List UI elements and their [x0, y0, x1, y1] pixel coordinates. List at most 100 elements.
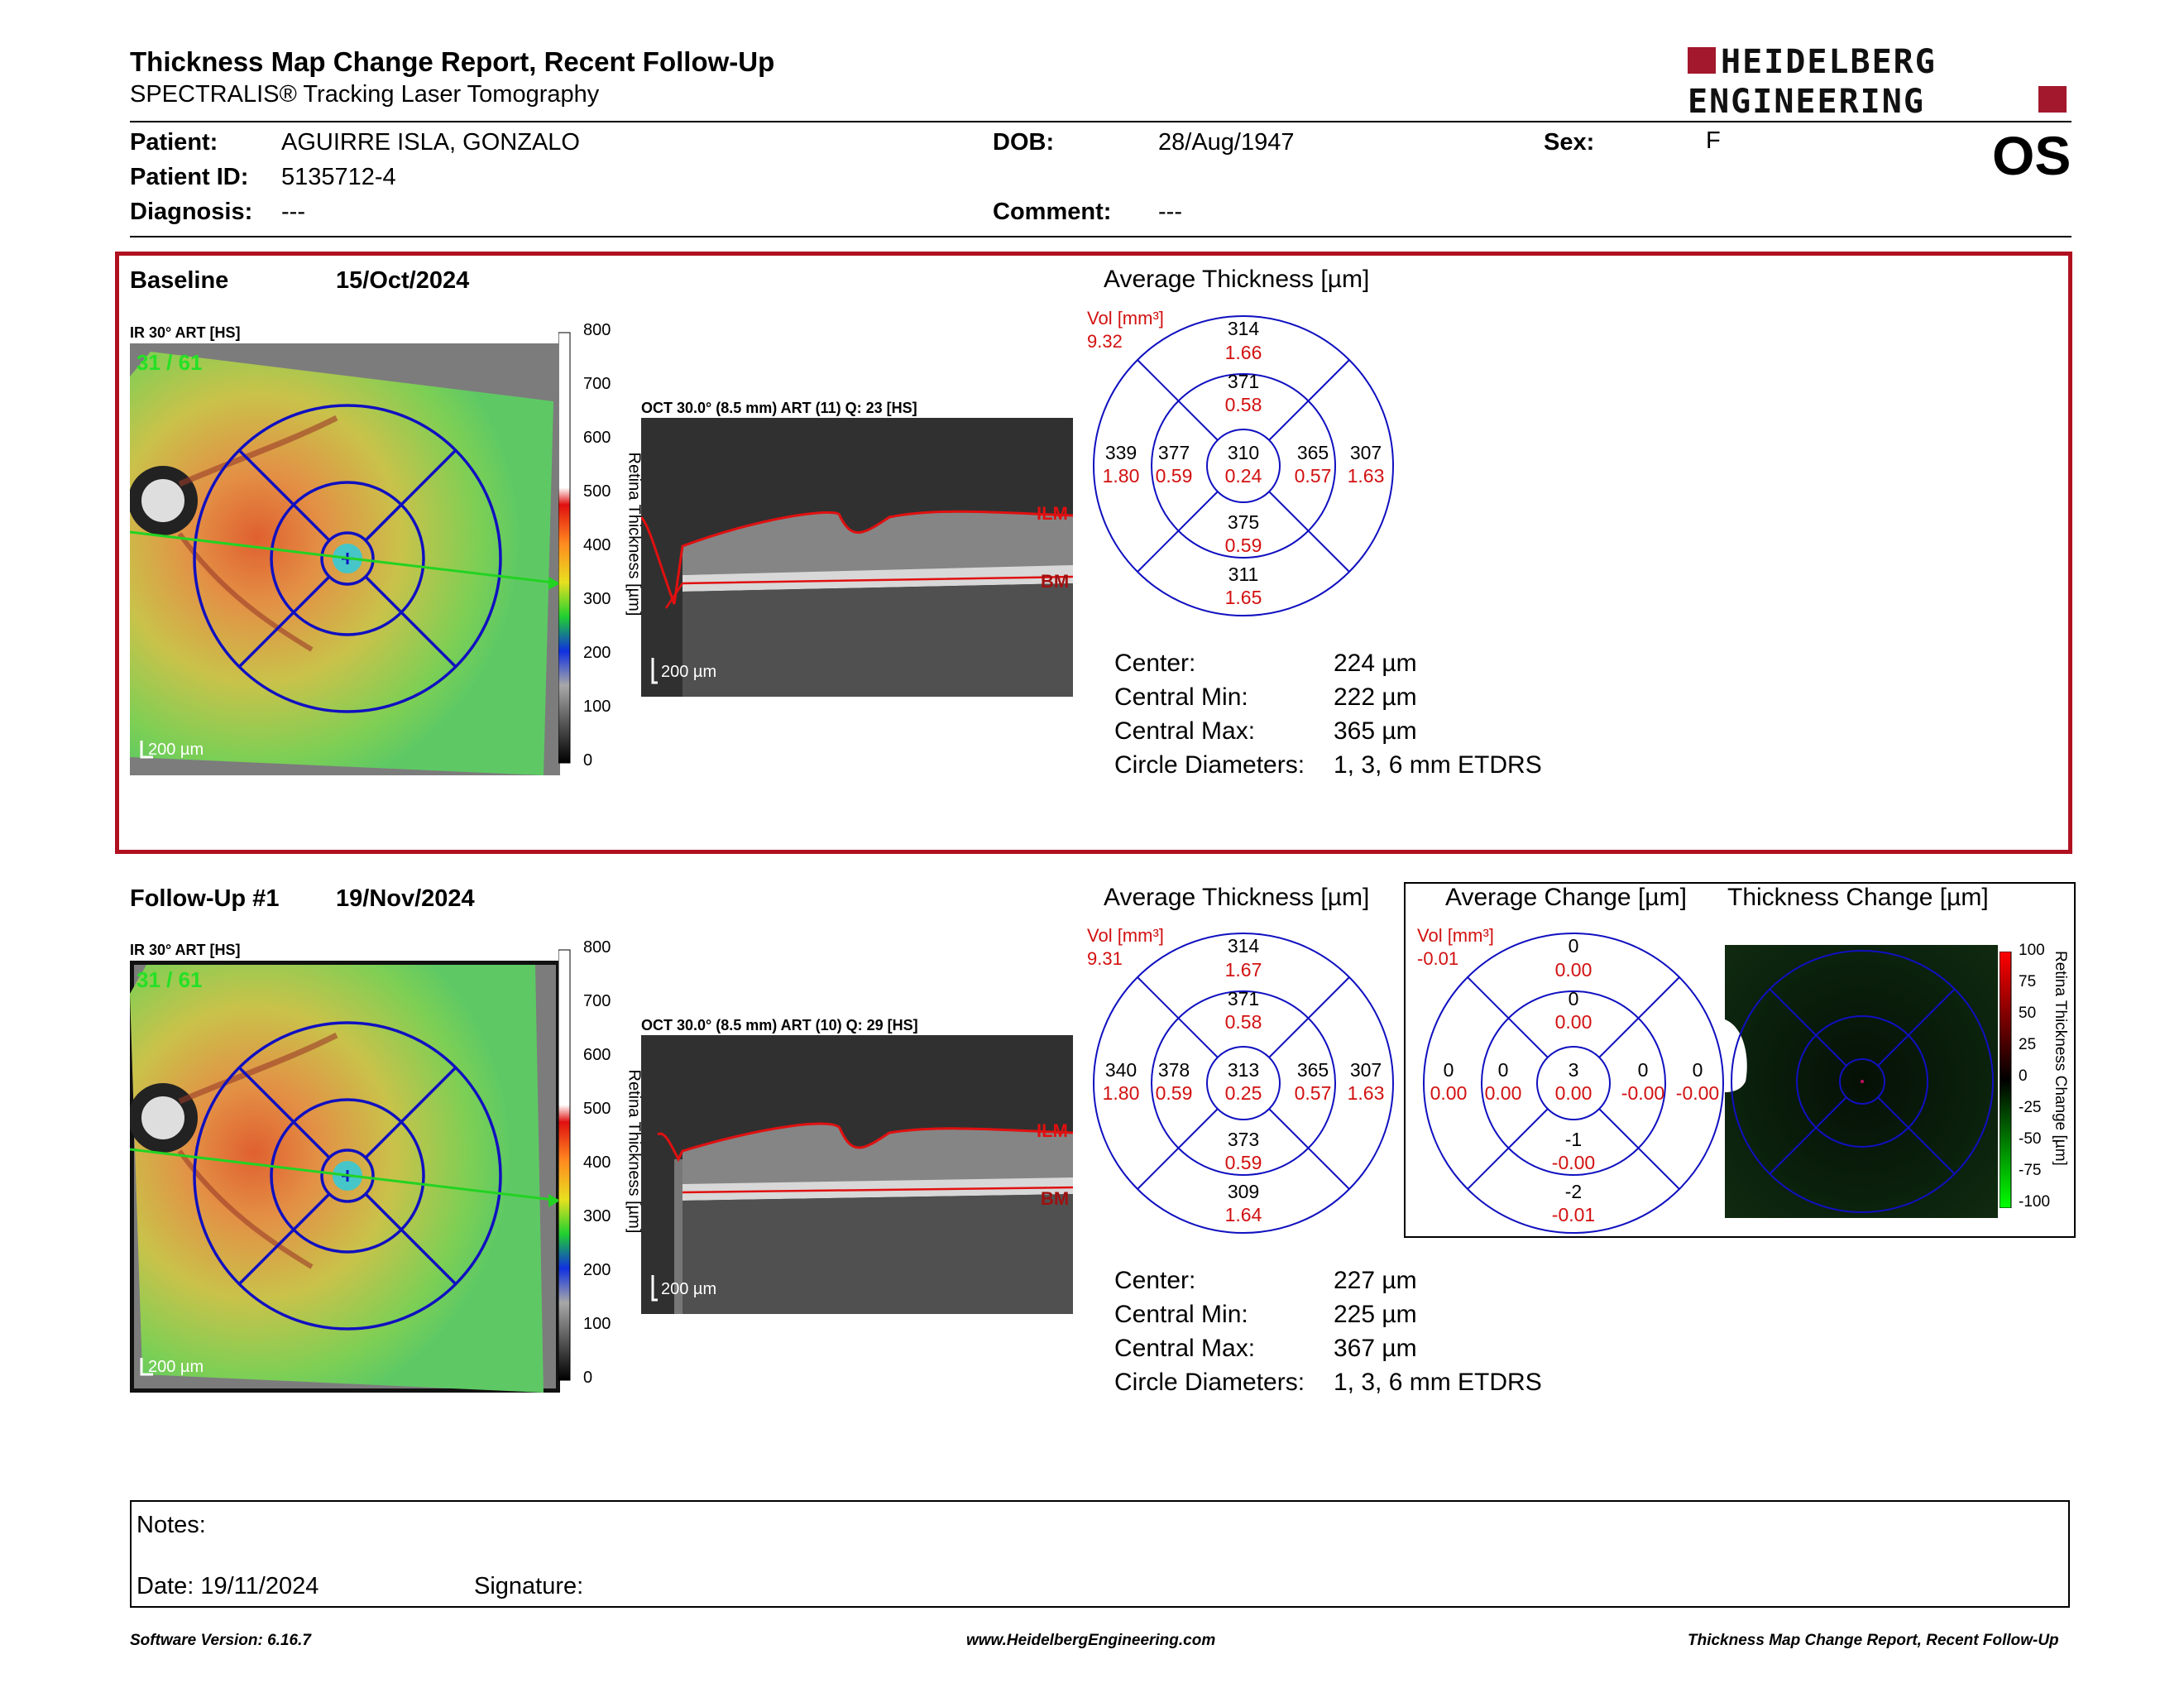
svg-text:310: 310 — [1228, 442, 1259, 463]
svg-text:1.63: 1.63 — [1348, 1082, 1385, 1104]
svg-text:0: 0 — [1569, 988, 1579, 1009]
svg-text:313: 313 — [1228, 1059, 1259, 1081]
followup-oct-bscan: ILM BM 200 µm — [641, 1035, 1074, 1314]
baseline-central-max-label: Central Max: — [1114, 717, 1256, 745]
svg-text:307: 307 — [1350, 1059, 1382, 1081]
svg-text:311: 311 — [1228, 563, 1259, 585]
baseline-central-min-value: 222 µm — [1334, 683, 1417, 711]
svg-text:-1: -1 — [1565, 1129, 1582, 1150]
ctick-minus25: -25 — [2019, 1099, 2042, 1116]
tick-600: 600 — [583, 1046, 611, 1064]
svg-text:1.80: 1.80 — [1103, 465, 1140, 487]
svg-text:-0.01: -0.01 — [1552, 1204, 1595, 1225]
svg-text:0.00: 0.00 — [1485, 1082, 1522, 1104]
baseline-colorbar-ticks: 800 700 600 500 400 300 200 100 0 — [583, 321, 616, 784]
optic-disc — [128, 1083, 198, 1153]
svg-text:-0.00: -0.00 — [1676, 1082, 1719, 1104]
change-colorbar-title: Retina Thickness Change [µm] — [2052, 951, 2069, 1166]
tick-200: 200 — [583, 1261, 611, 1279]
svg-text:378: 378 — [1158, 1059, 1190, 1081]
svg-text:0.24: 0.24 — [1225, 465, 1262, 487]
ctick-minus50: -50 — [2019, 1130, 2042, 1148]
tick-800: 800 — [583, 321, 611, 339]
followup-circle-diameters-label: Circle Diameters: — [1114, 1369, 1305, 1396]
svg-text:1.65: 1.65 — [1225, 587, 1262, 608]
patient-name: AGUIRRE ISLA, GONZALO — [281, 129, 580, 156]
baseline-circle-diameters-label: Circle Diameters: — [1114, 751, 1305, 779]
sex-label: Sex: — [1544, 129, 1595, 156]
website-link[interactable]: www.HeidelbergEngineering.com — [966, 1632, 1216, 1649]
svg-text:0.59: 0.59 — [1225, 1152, 1262, 1173]
svg-text:ILM: ILM — [1037, 1120, 1068, 1141]
baseline-center-value: 224 µm — [1334, 650, 1417, 677]
tick-400: 400 — [583, 536, 611, 554]
svg-text:0.00: 0.00 — [1555, 959, 1592, 981]
svg-text:ILM: ILM — [1037, 503, 1068, 524]
svg-text:0.00: 0.00 — [1555, 1011, 1592, 1033]
svg-text:0: 0 — [1693, 1059, 1703, 1081]
svg-text:0.57: 0.57 — [1295, 465, 1332, 487]
thickness-change-title: Thickness Change [µm] — [1727, 884, 1989, 911]
followup-central-min-label: Central Min: — [1114, 1301, 1248, 1328]
svg-text:0.59: 0.59 — [1225, 535, 1262, 556]
svg-text:BM: BM — [1041, 1188, 1069, 1209]
svg-text:-0.00: -0.00 — [1552, 1152, 1595, 1173]
baseline-etdrs-grid: 314 1.66 371 0.58 339 1.80 377 0.59 310 … — [1084, 302, 1415, 633]
svg-text:307: 307 — [1350, 442, 1382, 463]
ctick-minus100: -100 — [2019, 1193, 2051, 1211]
svg-text:314: 314 — [1228, 318, 1260, 339]
baseline-date: 15/Oct/2024 — [336, 267, 470, 294]
change-colorbar-ticks: 100 75 50 25 0 -25 -50 -75 -100 — [2019, 942, 2060, 1223]
svg-text:339: 339 — [1105, 442, 1137, 463]
svg-text:ENGINEERING: ENGINEERING — [1688, 83, 1925, 117]
tick-100: 100 — [583, 698, 611, 716]
followup-vol-value: 9.31 — [1087, 948, 1123, 969]
eye-indicator: OS — [1992, 125, 2071, 186]
svg-text:0.00: 0.00 — [1430, 1082, 1468, 1104]
patient-label: Patient: — [130, 129, 218, 156]
patient-id-label: Patient ID: — [130, 164, 249, 190]
svg-text:31 / 61: 31 / 61 — [136, 967, 203, 992]
baseline-center-label: Center: — [1114, 650, 1196, 677]
patient-id: 5135712-4 — [281, 164, 396, 190]
followup-central-min-value: 225 µm — [1334, 1301, 1417, 1328]
svg-text:377: 377 — [1158, 442, 1190, 463]
svg-text:3: 3 — [1569, 1059, 1579, 1081]
tick-300: 300 — [583, 1207, 611, 1225]
svg-text:314: 314 — [1228, 935, 1260, 957]
baseline-central-min-label: Central Min: — [1114, 683, 1248, 711]
svg-text:365: 365 — [1297, 1059, 1329, 1081]
tick-700: 700 — [583, 375, 611, 393]
svg-text:0.25: 0.25 — [1225, 1082, 1262, 1104]
thickness-change-colorbar — [1999, 951, 2016, 1209]
ctick-75: 75 — [2019, 973, 2037, 990]
svg-text:200 µm: 200 µm — [661, 1280, 716, 1298]
tick-400: 400 — [583, 1153, 611, 1172]
svg-text:340: 340 — [1105, 1059, 1137, 1081]
tick-0: 0 — [583, 1369, 593, 1387]
date-label: Date: 19/11/2024 — [136, 1573, 319, 1599]
followup-thickness-map: 31 / 61 200 µm — [128, 961, 561, 1393]
notes-box[interactable]: Notes: Date: 19/11/2024 Signature: — [130, 1500, 2070, 1608]
followup-label: Follow-Up #1 — [130, 885, 280, 912]
ctick-minus75: -75 — [2019, 1162, 2042, 1179]
tick-800: 800 — [583, 938, 611, 957]
ctick-50: 50 — [2019, 1005, 2037, 1022]
svg-text:0: 0 — [1569, 935, 1579, 957]
followup-etdrs-grid: 314 1.67 371 0.58 340 1.80 378 0.59 313 … — [1084, 919, 1415, 1250]
tick-600: 600 — [583, 429, 611, 447]
svg-text:371: 371 — [1228, 371, 1259, 392]
svg-text:1.66: 1.66 — [1225, 342, 1262, 363]
baseline-avg-thickness-title: Average Thickness [µm] — [1104, 266, 1370, 293]
followup-vol-label: Vol [mm³] — [1087, 925, 1164, 946]
dob-label: DOB: — [993, 129, 1055, 156]
followup-oct-label: OCT 30.0° (8.5 mm) ART (10) Q: 29 [HS] — [641, 1017, 918, 1033]
followup-date: 19/Nov/2024 — [336, 885, 475, 912]
baseline-oct-label: OCT 30.0° (8.5 mm) ART (11) Q: 23 [HS] — [641, 400, 917, 416]
signature-label: Signature: — [474, 1573, 584, 1599]
baseline-ir-label: IR 30° ART [HS] — [130, 324, 241, 341]
baseline-vol-value: 9.32 — [1087, 331, 1123, 352]
svg-text:31 / 61: 31 / 61 — [136, 350, 203, 375]
avg-change-title: Average Change [µm] — [1445, 884, 1687, 911]
svg-text:309: 309 — [1228, 1181, 1259, 1202]
